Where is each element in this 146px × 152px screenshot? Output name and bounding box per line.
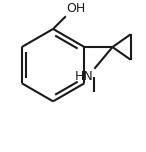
Text: OH: OH: [67, 2, 86, 15]
Text: HN: HN: [75, 70, 93, 83]
